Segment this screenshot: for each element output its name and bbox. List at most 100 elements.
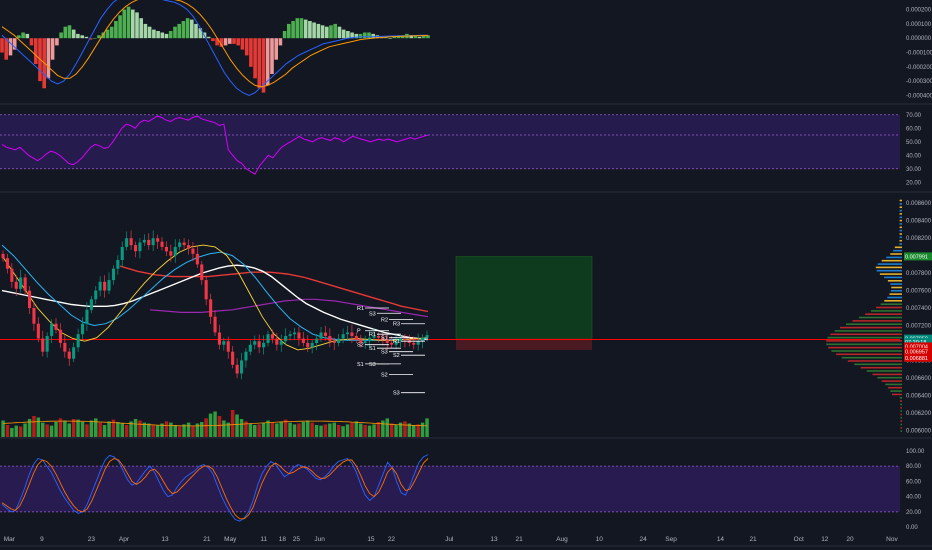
macd-histogram-bar	[316, 23, 321, 39]
macd-histogram-bar	[97, 35, 101, 39]
time-tick-label: 21	[749, 536, 757, 543]
volume-bar	[63, 420, 67, 437]
stoch-band	[0, 466, 900, 512]
macd-histogram-bar	[228, 38, 232, 44]
candle	[81, 323, 85, 335]
candle	[354, 336, 358, 340]
pivot-label: S2	[393, 353, 400, 359]
candle	[151, 238, 155, 246]
volume-bar	[124, 425, 129, 437]
volume-profile-row	[860, 366, 902, 369]
rsi-band	[0, 114, 900, 169]
volume-bar	[191, 425, 195, 437]
volume-profile-row	[899, 213, 902, 215]
volume-bar	[195, 423, 200, 437]
volume-bar	[213, 411, 217, 437]
volume-bar	[32, 416, 36, 437]
volume-bar	[345, 424, 350, 437]
time-tick-label: 20	[846, 536, 854, 543]
volume-bar	[98, 422, 102, 437]
price-axis-tick: 0.007800	[906, 271, 932, 277]
volume-bar	[111, 419, 116, 437]
volume-bar	[14, 425, 18, 437]
candle	[297, 332, 301, 339]
macd-histogram-bar	[299, 18, 304, 39]
volume-bar	[18, 426, 23, 437]
volume-profile-row	[891, 286, 902, 289]
candle	[319, 332, 323, 339]
candle	[178, 242, 182, 247]
time-tick-label: 15	[367, 536, 375, 543]
volume-bar	[235, 414, 239, 437]
macd-histogram-bar	[367, 32, 371, 39]
volume-profile-row	[900, 417, 902, 419]
volume-bar	[403, 421, 407, 437]
volume-bar	[385, 418, 389, 437]
candle	[120, 246, 124, 260]
candle	[213, 316, 217, 333]
volume-profile-row	[870, 310, 902, 312]
volume-profile-row	[892, 393, 902, 396]
candle	[1, 253, 5, 259]
volume-bar	[155, 425, 160, 437]
macd-histogram-bar	[400, 35, 405, 39]
macd-histogram-bar	[346, 31, 350, 39]
candle	[244, 351, 248, 361]
volume-profile-row	[886, 256, 902, 259]
candle	[187, 245, 191, 249]
candle	[315, 338, 319, 343]
macd-histogram-bar	[160, 32, 165, 39]
stoch-d-line	[1, 458, 429, 520]
candle	[385, 339, 389, 343]
candle	[173, 246, 177, 256]
rsi-axis-tick: 40.00	[906, 153, 922, 159]
pivot-label: R1	[357, 306, 364, 312]
macd-pane	[0, 0, 430, 96]
time-tick-label: Mar	[4, 536, 16, 543]
candle	[381, 337, 385, 340]
stoch-k-line	[1, 454, 429, 522]
macd-histogram-bar	[84, 36, 89, 39]
volume-profile-row	[893, 249, 902, 252]
volume-profile-row	[831, 350, 902, 352]
macd-histogram-bar	[29, 38, 34, 46]
volume-bar	[350, 422, 354, 437]
macd-histogram-bar	[358, 33, 363, 39]
candle	[275, 338, 279, 345]
volume-bar	[67, 423, 71, 437]
price-badge-label: 0.006881	[905, 356, 928, 362]
price-axis-tick: 0.006600	[906, 376, 932, 382]
volume-profile-row	[840, 326, 902, 329]
candle	[32, 308, 36, 324]
volume-profile-row	[900, 403, 902, 406]
volume-bar	[275, 423, 279, 437]
macd-histogram-bar	[25, 33, 30, 39]
candle	[107, 280, 111, 291]
macd-histogram-bar	[236, 38, 240, 46]
candle	[363, 341, 367, 343]
candle	[328, 336, 332, 342]
volume-profile-row	[887, 296, 902, 299]
candle	[337, 338, 341, 343]
macd-histogram-bar	[181, 21, 186, 39]
candle	[222, 341, 226, 345]
volume-bar	[27, 419, 32, 437]
volume-bar	[89, 420, 94, 437]
volume-bar	[270, 422, 275, 437]
macd-histogram-bar	[261, 38, 266, 93]
volume-bar	[177, 426, 182, 437]
volume-bar	[381, 420, 385, 437]
volume-profile-row	[900, 420, 902, 422]
macd-histogram-bar	[325, 26, 329, 39]
volume-profile-row	[887, 280, 902, 282]
macd-histogram-bar	[46, 38, 51, 79]
macd-histogram-bar	[363, 32, 367, 39]
volume-profile-row	[899, 397, 902, 399]
volume-profile-row	[847, 360, 902, 362]
time-tick-label: 23	[88, 536, 96, 543]
time-tick-label: Jul	[445, 536, 454, 543]
ma-white-line	[1, 264, 429, 341]
volume-profile-row	[900, 400, 902, 402]
volume-profile-row	[899, 199, 902, 202]
